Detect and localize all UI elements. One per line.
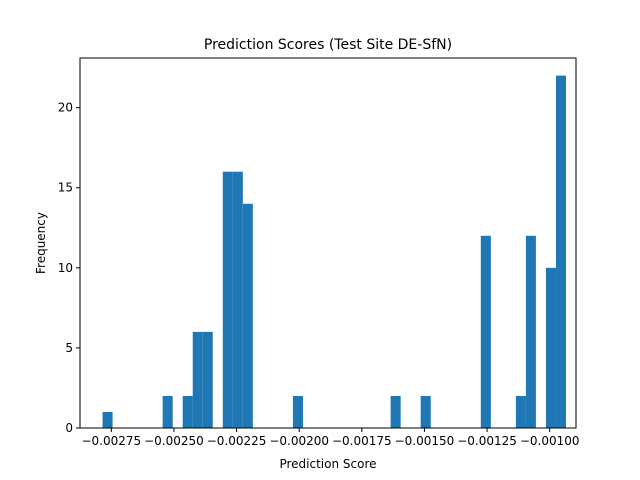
histogram-bar-11 [390, 395, 401, 428]
histogram-bar-1 [162, 395, 173, 428]
y-tick-label-3: 15 [58, 181, 73, 195]
chart-title: Prediction Scores (Test Site DE-SfN) [204, 37, 452, 53]
y-tick-label-4: 20 [58, 101, 73, 115]
x-tick-label-3: −0.00200 [269, 434, 329, 448]
histogram-bar-12 [420, 395, 431, 428]
y-tick-label-0: 0 [65, 421, 73, 435]
y-tick-label-1: 5 [65, 341, 73, 355]
axes-border [79, 57, 577, 429]
histogram-bar-3 [182, 395, 193, 428]
x-tick-label-0: −0.00275 [81, 434, 141, 448]
histogram-bar-16 [545, 267, 556, 428]
histogram-bar-15 [525, 235, 536, 428]
histogram-bar-9 [242, 203, 253, 428]
histogram-bar-17 [555, 75, 566, 429]
x-tick-label-1: −0.00250 [144, 434, 204, 448]
y-axis-ticks: 0 5 10 15 20 [58, 101, 80, 435]
histogram-bar-7 [222, 171, 233, 428]
x-tick-label-6: −0.00125 [457, 434, 517, 448]
bars-group [102, 75, 566, 429]
x-tick-label-4: −0.00175 [332, 434, 392, 448]
y-tick-label-2: 10 [58, 261, 73, 275]
x-tick-label-7: −0.00100 [520, 434, 580, 448]
histogram-bar-0 [102, 411, 113, 428]
y-axis-label: Frequency [34, 212, 48, 274]
histogram-bar-4 [192, 331, 203, 428]
histogram-bar-10 [292, 395, 303, 428]
histogram-bar-5 [202, 331, 213, 428]
histogram-bar-13 [480, 235, 491, 428]
x-tick-label-5: −0.00150 [395, 434, 455, 448]
x-axis-ticks: −0.00275 −0.00250 −0.00225 −0.00200 −0.00175… [81, 428, 580, 448]
plot-frame [79, 57, 577, 429]
histogram-bar-14 [515, 395, 526, 428]
histogram-bar-8 [232, 171, 243, 428]
x-axis-label: Prediction Score [279, 457, 376, 471]
x-tick-label-2: −0.00225 [207, 434, 267, 448]
